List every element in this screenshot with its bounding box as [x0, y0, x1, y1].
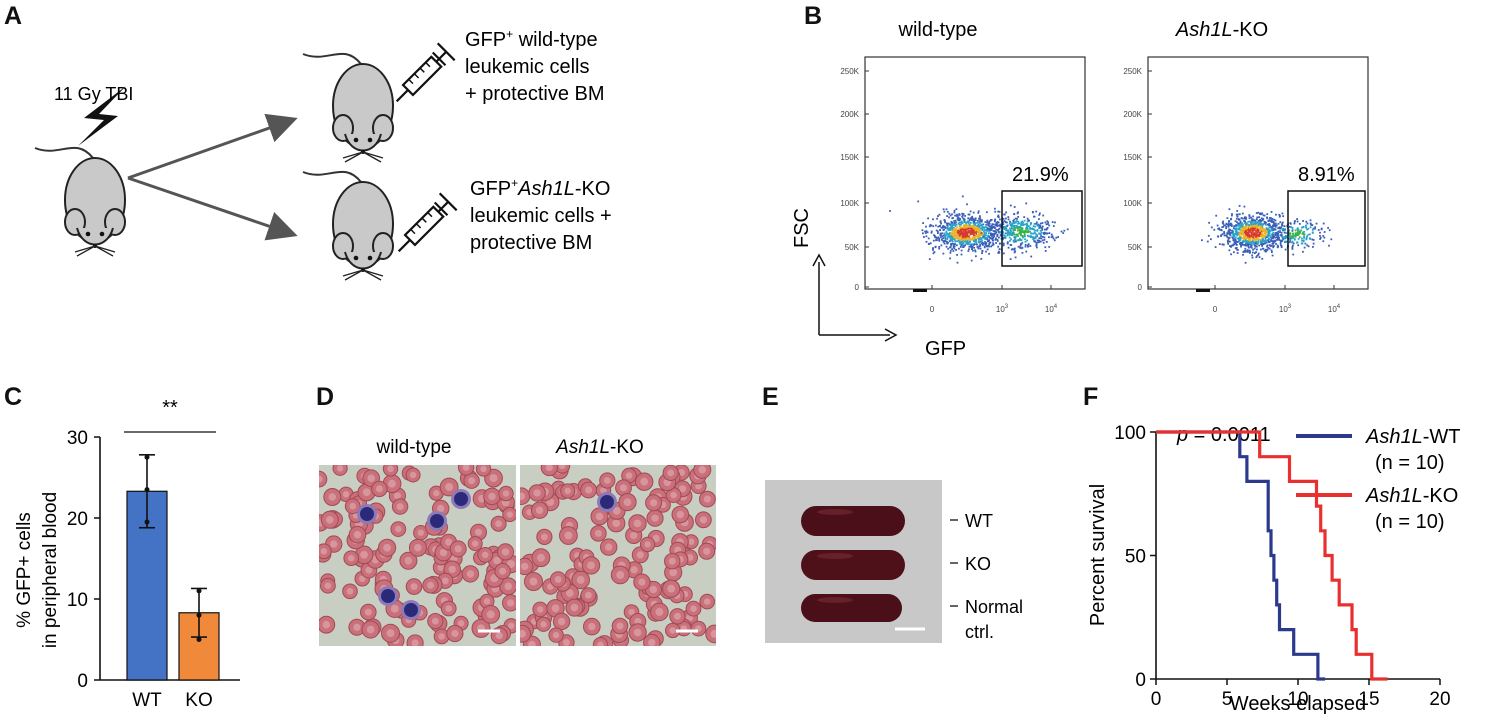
- spleen-label-normal: Normal: [965, 597, 1023, 617]
- surv-y-tick: 100: [1114, 423, 1146, 444]
- bar-y-tick: 0: [77, 671, 88, 692]
- legend-n-ko: (n = 10): [1375, 511, 1444, 533]
- flow-y-tick: 150K: [1123, 153, 1142, 162]
- flow-x-tick: 103: [1279, 304, 1292, 314]
- gate-ko: [1287, 190, 1366, 267]
- flow-y-tick: 100K: [1123, 199, 1142, 208]
- legend-label-ko: Ash1L-KO: [1365, 485, 1458, 507]
- flow-title-wt: wild-type: [898, 19, 978, 41]
- data-point: [196, 612, 202, 618]
- surv-y-tick: 0: [1135, 670, 1146, 691]
- bar-x-label: WT: [132, 690, 162, 711]
- tbi-text: 11 Gy TBI: [54, 84, 133, 104]
- flow-dots-ko: [1201, 205, 1333, 264]
- data-point: [144, 487, 150, 493]
- bar-y-tick: 10: [67, 590, 88, 611]
- group2-line1: GFP+Ash1L-KO: [470, 176, 610, 200]
- surv-x-tick: 20: [1429, 689, 1450, 710]
- flow-y-label: FSC: [791, 208, 813, 248]
- bar-ylabel-line2: in peripheral blood: [40, 492, 61, 648]
- bar-x-label: KO: [185, 690, 212, 711]
- panel-a-label: A: [4, 2, 23, 30]
- flow-x-label: GFP: [925, 338, 966, 360]
- flow-plot-ko-frame: [1147, 56, 1369, 290]
- data-point: [196, 588, 202, 594]
- panel-b-label: B: [804, 2, 823, 30]
- flow-y-tick: 200K: [840, 110, 859, 119]
- survival-line-wt: [1156, 430, 1325, 681]
- surv-xlabel: Weeks elapsed: [1230, 693, 1366, 715]
- surv-x-tick: 10: [1287, 689, 1308, 710]
- flow-y-tick: 50K: [1128, 243, 1143, 252]
- flow-y-tick: 250K: [1123, 67, 1142, 76]
- lightning-icon: [78, 86, 126, 146]
- smear-title-ko: Ash1L-KO: [555, 437, 644, 458]
- panel-d-label: D: [316, 383, 335, 411]
- spleen-label-ko: KO: [965, 554, 991, 574]
- panel-c-label: C: [4, 383, 23, 411]
- survival-line-ko: [1156, 430, 1388, 681]
- spleen-label-ctrl: ctrl.: [965, 622, 994, 642]
- data-point: [144, 454, 150, 460]
- gate-pct-wt: 21.9%: [1012, 164, 1069, 186]
- group2-line2: leukemic cells +: [470, 205, 612, 227]
- flow-x-tick: 0: [930, 305, 935, 314]
- flow-x-tick: 103: [996, 304, 1009, 314]
- flow-plot-wt-frame: [864, 56, 1086, 290]
- gate-wt: [1001, 190, 1083, 267]
- group1-line2: leukemic cells: [465, 56, 589, 78]
- data-point: [196, 637, 202, 642]
- spleen-icons: [801, 506, 905, 622]
- panel-f-label: F: [1083, 383, 1099, 411]
- group1-line3: + protective BM: [465, 83, 605, 105]
- flow-x-tick: 0: [1213, 305, 1218, 314]
- flow-x-tick: 104: [1045, 304, 1058, 314]
- gate-pct-ko: 8.91%: [1298, 164, 1355, 186]
- flow-x-tick: 104: [1328, 304, 1341, 314]
- flow-title-ko: Ash1L-KO: [1175, 19, 1268, 41]
- flow-y-tick: 0: [855, 283, 860, 292]
- significance-stars: **: [162, 397, 178, 419]
- p-value: p = 0.0011: [1176, 424, 1271, 446]
- surv-x-tick: 5: [1222, 689, 1233, 710]
- surv-x-tick: 0: [1151, 689, 1162, 710]
- group2-line3: protective BM: [470, 232, 592, 254]
- spleen-label-wt: WT: [965, 511, 993, 531]
- flow-y-tick: 0: [1138, 283, 1143, 292]
- legend-label-wt: Ash1L-WT: [1365, 426, 1460, 448]
- data-point: [144, 519, 150, 525]
- legend-n-wt: (n = 10): [1375, 452, 1444, 474]
- group1-line1: GFP+ wild-type: [465, 27, 598, 51]
- flow-y-tick: 50K: [845, 243, 860, 252]
- flow-y-tick: 250K: [840, 67, 859, 76]
- surv-ylabel: Percent survival: [1087, 484, 1109, 626]
- bar-y-tick: 20: [67, 509, 88, 530]
- bar-y-tick: 30: [67, 428, 88, 449]
- surv-x-tick: 15: [1358, 689, 1379, 710]
- flow-y-tick: 100K: [840, 199, 859, 208]
- surv-y-tick: 50: [1125, 547, 1146, 568]
- flow-y-tick: 150K: [840, 153, 859, 162]
- flow-y-tick: 200K: [1123, 110, 1142, 119]
- bar-ylabel-line1: % GFP+ cells: [14, 512, 35, 628]
- flow-dots-wt: [889, 195, 1069, 264]
- panel-e-label: E: [762, 383, 779, 411]
- smear-title-wt: wild-type: [376, 437, 452, 458]
